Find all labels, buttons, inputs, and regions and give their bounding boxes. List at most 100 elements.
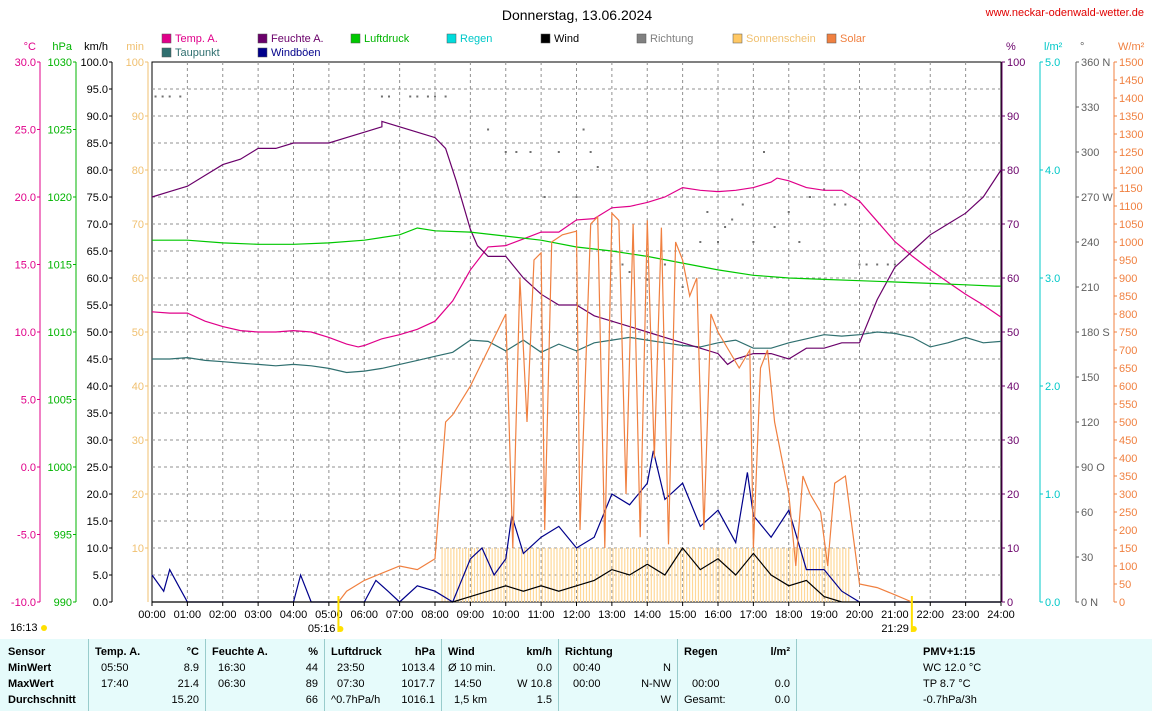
- legend-label: Temp. A.: [175, 33, 218, 45]
- direction-column: Richtung 00:40 N 00:00 N-NW W: [558, 639, 677, 711]
- solar-tick-label: 200: [1119, 525, 1137, 537]
- direction-dot: [724, 226, 727, 228]
- press-tick-label: 1020: [48, 192, 72, 204]
- time-tick-label: 15:00: [669, 609, 697, 621]
- hum-tick-label: 0: [1007, 597, 1013, 609]
- wind-tick-label: 35.0: [87, 408, 108, 420]
- press-tick-label: 1005: [48, 395, 72, 407]
- direction-dot: [773, 226, 776, 228]
- wind-tick-label: 95.0: [87, 84, 108, 96]
- direction-dot: [434, 95, 436, 98]
- rain-col-title: Regen: [684, 646, 718, 658]
- hum-tick-label: 10: [1007, 543, 1019, 555]
- sun-tick-label: 80: [132, 165, 144, 177]
- time-tick-label: 11:00: [528, 609, 555, 621]
- direction-dot: [444, 95, 447, 98]
- legend-label: Solar: [840, 33, 866, 45]
- site-link[interactable]: www.neckar-odenwald-wetter.de: [985, 7, 1144, 19]
- direction-dot: [823, 188, 826, 191]
- rain-column: Regen l/m² 00:00 0.0 Gesamt: 0.0: [677, 639, 796, 711]
- direction-dot: [589, 151, 592, 153]
- solar-tick-label: 100: [1119, 561, 1137, 573]
- legend-swatch: [636, 33, 647, 44]
- wind-tick-label: 25.0: [87, 462, 108, 474]
- wind-tick-label: 10.0: [87, 543, 108, 555]
- legend-label: Wind: [554, 33, 579, 45]
- sun-tick-label: 20: [132, 489, 144, 501]
- time-tick-label: 14:00: [633, 609, 661, 621]
- dir-max-value: N-NW: [641, 678, 671, 690]
- legend-label: Richtung: [650, 33, 693, 45]
- temp-tick-label: 20.0: [15, 192, 36, 204]
- direction-dot: [876, 263, 879, 266]
- dir-tick-label: 0 N: [1081, 597, 1098, 609]
- pmv-press-trend: -0.7hPa/3h: [923, 694, 977, 706]
- dir-tick-label: 360 N: [1081, 57, 1110, 69]
- dir-col-title: Richtung: [565, 646, 613, 658]
- press-avg-value: 1016.1: [401, 694, 435, 706]
- wind-tick-label: 75.0: [87, 192, 108, 204]
- wind-max-time: 14:50: [454, 678, 482, 690]
- temp-tick-label: -10.0: [11, 597, 36, 609]
- direction-dot: [529, 151, 532, 153]
- rain-max-value: 0.0: [774, 678, 790, 690]
- solar-tick-label: 1500: [1119, 57, 1143, 69]
- legend-swatch: [826, 33, 837, 44]
- direction-dot: [886, 263, 889, 266]
- hum-tick-label: 40: [1007, 381, 1019, 393]
- temp-tick-label: 0.0: [21, 462, 36, 474]
- time-tick-label: 19:00: [810, 609, 838, 621]
- wind-col-title: Wind: [448, 646, 475, 658]
- dir-tick-label: 120: [1081, 417, 1099, 429]
- time-tick-label: 00:00: [138, 609, 166, 621]
- time-tick-label: 09:00: [457, 609, 485, 621]
- rain-col-unit: l/m²: [770, 646, 790, 658]
- dir-tick-label: 300: [1081, 147, 1099, 159]
- solar-tick-label: 450: [1119, 435, 1137, 447]
- temp-tick-label: 15.0: [15, 260, 36, 272]
- wind-tick-label: 55.0: [87, 300, 108, 312]
- solar-tick-label: 50: [1119, 579, 1131, 591]
- press-max-value: 1017.7: [401, 678, 435, 690]
- solar-tick-label: 1250: [1119, 147, 1143, 159]
- rain-tick-label: 3.0: [1045, 273, 1060, 285]
- wind-tick-label: 60.0: [87, 273, 108, 285]
- direction-dot: [543, 196, 546, 198]
- direction-dot: [893, 263, 896, 266]
- dir-tick-label: 60: [1081, 507, 1093, 519]
- direction-dot: [808, 196, 811, 198]
- time-tick-label: 17:00: [740, 609, 768, 621]
- dir-tick-label: 240: [1081, 237, 1099, 249]
- wind-avg10-label: Ø 10 min.: [448, 662, 496, 674]
- press-min-value: 1013.4: [401, 662, 435, 674]
- dir-tick-label: 210: [1081, 282, 1099, 294]
- hum-tick-label: 70: [1007, 219, 1019, 231]
- legend-label: Regen: [460, 33, 492, 45]
- hum-max-value: 89: [305, 678, 318, 690]
- wind-tick-label: 50.0: [87, 327, 108, 339]
- direction-dot: [844, 203, 847, 206]
- legend-label: Luftdruck: [364, 33, 410, 45]
- hum-axis-unit: %: [1006, 41, 1016, 53]
- solar-tick-label: 850: [1119, 291, 1137, 303]
- sun-tick-label: 50: [132, 327, 144, 339]
- solar-tick-label: 800: [1119, 309, 1137, 321]
- series-temp-a-: [151, 177, 1002, 348]
- solar-tick-label: 400: [1119, 453, 1137, 465]
- legend-label: Taupunkt: [175, 47, 220, 59]
- direction-dot: [621, 263, 624, 266]
- press-trend: ^0.7hPa/h: [331, 694, 381, 706]
- wind-run-label: 1,5 km: [454, 694, 488, 706]
- sun-tick-label: 60: [132, 273, 144, 285]
- time-tick-label: 23:00: [952, 609, 980, 621]
- dir-min-value: N: [663, 662, 671, 674]
- hum-tick-label: 60: [1007, 273, 1019, 285]
- dir-tick-label: 90 O: [1081, 462, 1105, 474]
- daylength-label: 16:13: [10, 622, 38, 634]
- solar-tick-label: 1050: [1119, 219, 1143, 231]
- solar-tick-label: 1450: [1119, 75, 1143, 87]
- time-tick-label: 03:00: [244, 609, 272, 621]
- solar-tick-label: 1300: [1119, 129, 1143, 141]
- series-feuchte-a-: [151, 120, 1002, 366]
- wind-column: Wind km/h Ø 10 min. 0.0 14:50 W 10.8 1,5…: [441, 639, 558, 711]
